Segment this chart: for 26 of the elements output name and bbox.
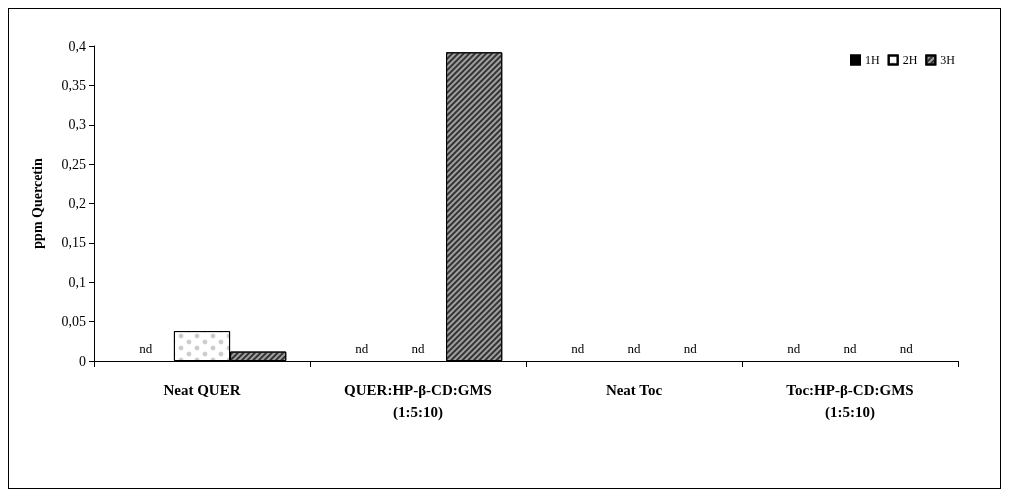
y-tick-label: 0,15 (61, 235, 86, 251)
y-axis-title: ppm Quercetin (29, 158, 45, 249)
text: nd (787, 341, 801, 356)
x-tick-label: Neat Toc (605, 382, 663, 398)
y-tick-label: 0,3 (68, 117, 86, 133)
text: nd (683, 341, 697, 356)
legend-label: 2H (902, 53, 918, 67)
x-tick-label: Toc:HP-β-CD:GMS (1:5:10) (786, 382, 914, 421)
y-tick-label: 0 (79, 353, 86, 369)
y-tick-label: 0,1 (68, 274, 86, 290)
y-tick-label: 0,25 (61, 156, 86, 172)
text: nd (355, 341, 369, 356)
legend-label: 1H (865, 53, 880, 67)
text: nd (571, 341, 585, 356)
legend-label: 3H (940, 53, 956, 67)
y-tick-label: 0,05 (61, 314, 86, 330)
text: nd (411, 341, 425, 356)
y-tick-label: 0,35 (61, 77, 86, 93)
y-tick-label: 0,4 (68, 38, 86, 54)
text: nd (899, 341, 913, 356)
text: nd (627, 341, 641, 356)
x-tick-label: QUER:HP-β-CD:GMS (1:5:10) (344, 382, 492, 421)
y-tick-label: 0,2 (68, 196, 86, 211)
x-tick-label: Neat QUER (163, 382, 241, 398)
text: nd (139, 341, 153, 356)
text: nd (843, 341, 857, 356)
